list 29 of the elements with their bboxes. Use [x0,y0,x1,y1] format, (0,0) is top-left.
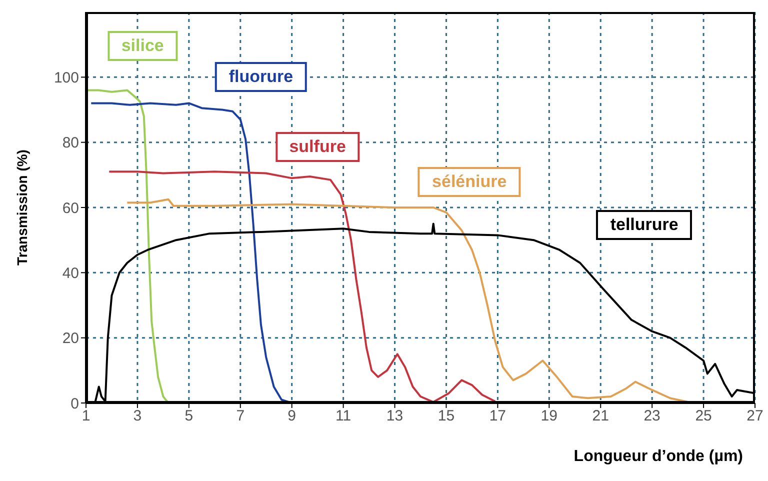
text: silice [107,31,178,62]
x-tick-label: 7 [236,408,245,425]
x-tick-label: 5 [184,408,194,425]
x-axis-title: Longueur d’onde (µm) [574,448,743,465]
text: tellurure [596,210,692,240]
series-label: séléniure [418,167,521,198]
x-tick-label: 27 [746,408,764,425]
x-tick-label: 9 [288,408,296,425]
x-tick-label: 15 [438,408,455,425]
y-tick-label: 80 [62,134,79,152]
y-tick-label: 40 [62,264,79,282]
y-tick-label: 60 [62,200,79,217]
x-tick-label: 25 [695,408,712,425]
x-tick-label: 23 [644,408,660,425]
line-series [126,198,690,403]
x-tick-label: 17 [489,408,506,425]
x-tick-label: 19 [540,408,558,425]
y-tick-label: 20 [62,330,79,348]
series-label: sulfure [275,132,360,162]
x-tick-label: 13 [386,408,404,425]
x-tick-label: 3 [133,408,142,425]
line-series [86,89,170,403]
y-tick-label: 0 [70,395,79,412]
y-axis-title: Transmission (%) [14,150,30,266]
x-tick-label: 21 [592,408,609,425]
series-label: fluorure [214,62,308,92]
x-tick-label: 11 [336,408,352,425]
y-tick-label: 100 [54,69,79,86]
x-tick-label: 1 [82,408,90,425]
